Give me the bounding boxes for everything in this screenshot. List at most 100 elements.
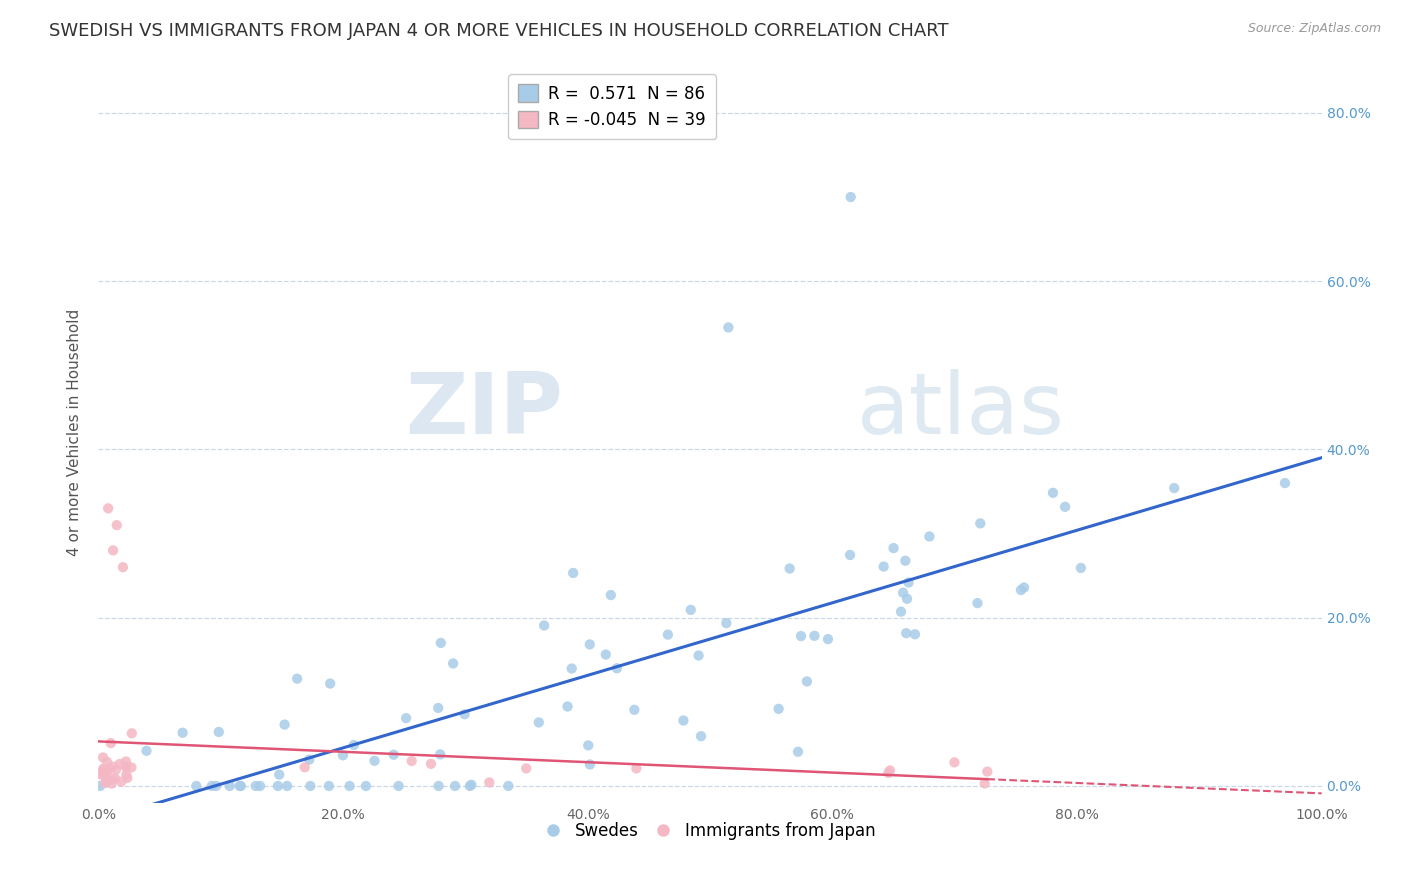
Point	[363, 754, 385, 768]
Point	[879, 764, 901, 778]
Point	[115, 759, 138, 773]
Y-axis label: 4 or more Vehicles in Household: 4 or more Vehicles in Household	[67, 309, 83, 557]
Point	[579, 757, 602, 772]
Point	[97, 762, 120, 776]
Point	[1054, 500, 1077, 514]
Point	[427, 701, 450, 715]
Point	[441, 657, 464, 671]
Point	[1012, 581, 1035, 595]
Point	[100, 776, 122, 790]
Point	[94, 776, 117, 790]
Text: Source: ZipAtlas.com: Source: ZipAtlas.com	[1247, 22, 1381, 36]
Point	[273, 717, 295, 731]
Point	[354, 779, 377, 793]
Point	[1163, 481, 1185, 495]
Point	[115, 767, 138, 781]
Point	[121, 726, 143, 740]
Point	[790, 629, 813, 643]
Point	[100, 736, 122, 750]
Point	[883, 541, 905, 555]
Point	[453, 707, 475, 722]
Point	[578, 637, 600, 651]
Point	[93, 768, 115, 782]
Point	[343, 738, 366, 752]
Point	[96, 773, 118, 788]
Point	[96, 755, 118, 769]
Point	[498, 779, 520, 793]
Point	[768, 702, 790, 716]
Point	[891, 585, 914, 599]
Point	[249, 779, 271, 793]
Point	[803, 629, 825, 643]
Point	[111, 560, 134, 574]
Point	[96, 765, 118, 780]
Point	[872, 559, 894, 574]
Point	[918, 529, 941, 543]
Point	[114, 759, 136, 773]
Point	[679, 603, 702, 617]
Point	[533, 618, 555, 632]
Point	[318, 779, 340, 793]
Point	[576, 739, 599, 753]
Point	[319, 676, 342, 690]
Point	[90, 767, 112, 781]
Point	[387, 779, 409, 793]
Point	[943, 756, 966, 770]
Point	[877, 765, 900, 780]
Point	[101, 543, 124, 558]
Point	[976, 764, 998, 779]
Point	[1010, 582, 1032, 597]
Point	[897, 575, 920, 590]
Point	[890, 605, 912, 619]
Point	[101, 759, 124, 773]
Point	[599, 588, 621, 602]
Point	[104, 771, 127, 785]
Point	[430, 636, 453, 650]
Point	[395, 711, 418, 725]
Point	[896, 626, 918, 640]
Point	[229, 779, 252, 793]
Point	[267, 779, 290, 793]
Point	[839, 190, 862, 204]
Point	[904, 627, 927, 641]
Text: SWEDISH VS IMMIGRANTS FROM JAPAN 4 OR MORE VEHICLES IN HOUSEHOLD CORRELATION CHA: SWEDISH VS IMMIGRANTS FROM JAPAN 4 OR MO…	[49, 22, 949, 40]
Point	[626, 761, 648, 775]
Point	[276, 779, 298, 793]
Point	[458, 779, 481, 793]
Point	[332, 748, 354, 763]
Point	[186, 779, 208, 793]
Point	[444, 779, 467, 793]
Point	[1042, 485, 1064, 500]
Point	[269, 767, 291, 781]
Point	[104, 763, 127, 777]
Point	[117, 771, 139, 785]
Point	[208, 725, 231, 739]
Point	[339, 779, 361, 793]
Point	[298, 753, 321, 767]
Point	[779, 561, 801, 575]
Point	[105, 518, 128, 533]
Point	[688, 648, 710, 663]
Point	[557, 699, 579, 714]
Point	[382, 747, 405, 762]
Point	[969, 516, 991, 531]
Point	[91, 762, 114, 776]
Legend: Swedes, Immigrants from Japan: Swedes, Immigrants from Japan	[537, 815, 883, 847]
Point	[108, 757, 131, 772]
Point	[201, 779, 224, 793]
Point	[562, 566, 585, 580]
Point	[623, 703, 645, 717]
Point	[690, 729, 713, 743]
Point	[515, 761, 537, 775]
Point	[91, 750, 114, 764]
Text: atlas: atlas	[856, 369, 1064, 452]
Point	[135, 744, 157, 758]
Point	[1274, 476, 1296, 491]
Point	[657, 627, 679, 641]
Point	[299, 779, 322, 793]
Point	[245, 779, 267, 793]
Point	[672, 714, 695, 728]
Point	[787, 745, 810, 759]
Point	[115, 755, 138, 769]
Point	[606, 661, 628, 675]
